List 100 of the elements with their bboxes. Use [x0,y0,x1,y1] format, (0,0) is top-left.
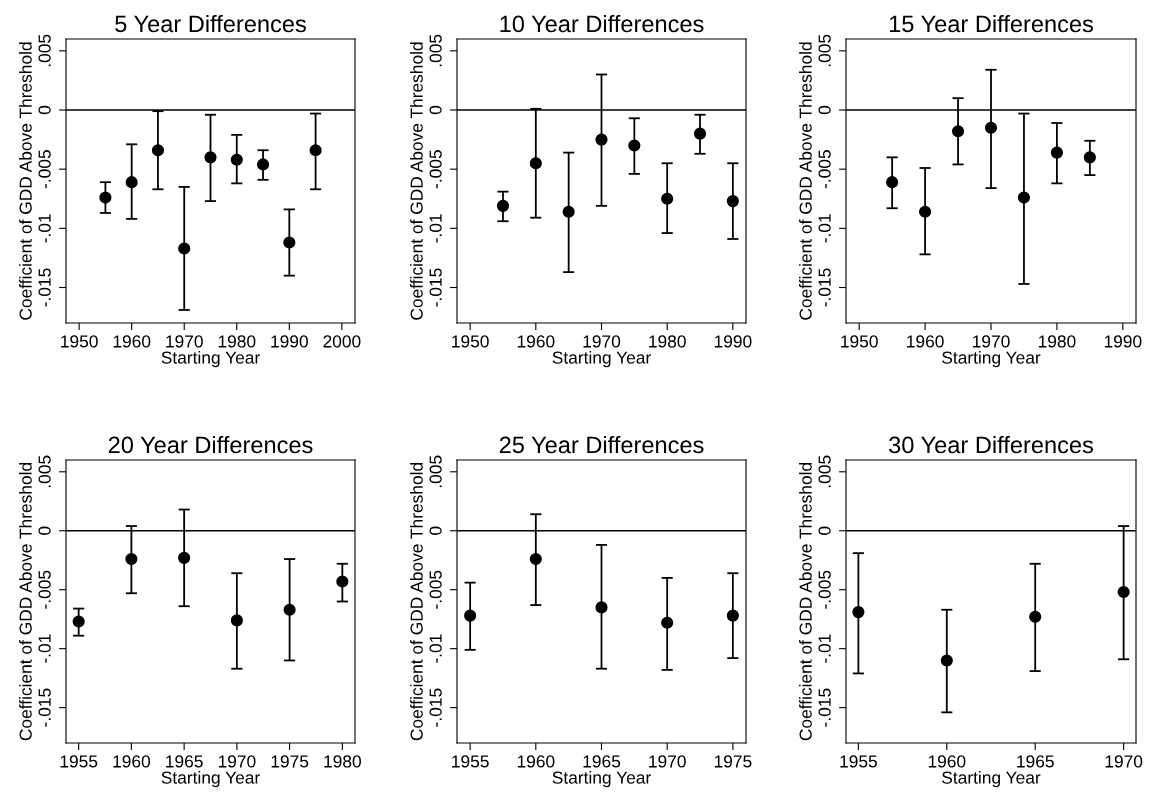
point [726,609,739,622]
x-tick-label: 1960 [113,335,151,348]
x-tick-label: 1960 [517,335,555,348]
chart-title: 15 Year Differences [889,14,1093,33]
y-tick-label: -.01 [818,634,831,663]
x-tick-label: 1955 [452,755,489,768]
point [595,601,608,614]
point [919,205,932,218]
x-tick-label: 1950 [452,335,489,348]
x-tick-label: 1955 [60,755,98,768]
y-tick-label: .005 [38,455,51,488]
y-tick-label: .005 [429,455,442,488]
point [256,158,270,171]
y-tick-label: 0 [429,105,442,115]
x-tick-label: 1970 [973,335,1010,348]
y-tick-label: 0 [38,526,51,535]
x-tick-label: 1960 [113,755,151,768]
x-tick-label: 1970 [166,335,203,348]
chart-title: 20 Year Differences [108,435,313,454]
x-tick-label: 1965 [166,755,203,768]
x-axis-title: Starting Year [552,770,651,788]
point [951,125,965,138]
point [661,192,674,205]
x-tick-label: 1970 [583,335,621,348]
y-tick-label: -.01 [429,214,442,243]
point [529,552,542,566]
y-tick-label: -.015 [818,268,831,307]
point [984,121,998,134]
point [726,195,739,208]
y-tick-label: -.005 [38,570,51,609]
x-tick-label: 1980 [324,755,361,768]
y-tick-label: .005 [429,34,442,67]
y-tick-label: -.015 [818,688,831,727]
point [1050,146,1063,159]
x-tick-label: 1955 [840,755,877,768]
x-tick-label: 1965 [583,755,621,768]
y-tick-label: .005 [818,455,831,488]
x-tick-label: 1970 [1105,755,1143,768]
x-tick-label: 1965 [1017,755,1054,768]
point [230,153,243,166]
point [661,616,674,629]
x-tick-label: 1990 [271,335,308,348]
y-axis-title: Coefficient of GDD Above Threshold [410,462,423,741]
y-axis-title: Coefficient of GDD Above Threshold [19,42,32,320]
point [309,144,322,157]
y-tick-label: .005 [818,34,831,67]
x-tick-label: 1990 [1104,335,1142,348]
x-tick-label: 1950 [61,335,98,348]
point [940,654,953,667]
point [496,199,510,212]
point [1117,585,1130,599]
x-tick-label: 1970 [218,755,256,768]
point [336,575,349,588]
chart-title: 10 Year Differences [500,14,704,33]
y-tick-label: 0 [429,526,442,535]
point [125,552,138,566]
y-tick-label: -.015 [38,688,51,727]
x-axis-title: Starting Year [942,350,1041,368]
y-tick-label: -.01 [818,214,831,243]
x-axis-title: Starting Year [161,770,260,788]
point [529,157,542,170]
point [283,603,296,616]
point [178,551,191,564]
y-tick-label: -.005 [818,150,831,189]
point [151,144,165,157]
x-tick-label: 1980 [218,335,256,348]
y-axis-title: Coefficient of GDD Above Threshold [799,42,812,320]
point [1017,191,1031,204]
x-tick-label: 1960 [928,755,966,768]
point [464,609,477,622]
point [562,205,575,218]
point [852,606,865,619]
x-tick-label: 1990 [714,335,752,348]
x-tick-label: 1960 [517,755,555,768]
y-tick-label: -.005 [429,150,442,189]
x-tick-label: 1960 [907,335,944,348]
point [1083,151,1096,164]
y-tick-label: 0 [818,105,831,115]
point [178,242,191,255]
point [595,133,608,146]
y-tick-label: -.005 [38,150,51,189]
x-tick-label: 1950 [841,335,878,348]
chart-title: 25 Year Differences [499,435,704,454]
x-tick-label: 1970 [649,755,686,768]
y-axis-title: Coefficient of GDD Above Threshold [19,462,32,741]
chart-title: 30 Year Differences [889,435,1093,454]
y-tick-label: -.005 [818,570,831,609]
point [886,176,899,189]
y-tick-label: -.015 [429,268,442,307]
point [99,191,112,204]
point [230,614,243,627]
y-tick-label: 0 [38,105,51,115]
y-tick-label: -.005 [429,570,442,609]
y-tick-label: -.015 [38,268,51,307]
y-tick-label: 0 [818,526,831,535]
point [1029,610,1042,623]
x-axis-title: Starting Year [942,770,1041,788]
y-tick-label: -.01 [429,634,442,663]
x-tick-label: 2000 [323,335,361,348]
point [72,615,85,628]
